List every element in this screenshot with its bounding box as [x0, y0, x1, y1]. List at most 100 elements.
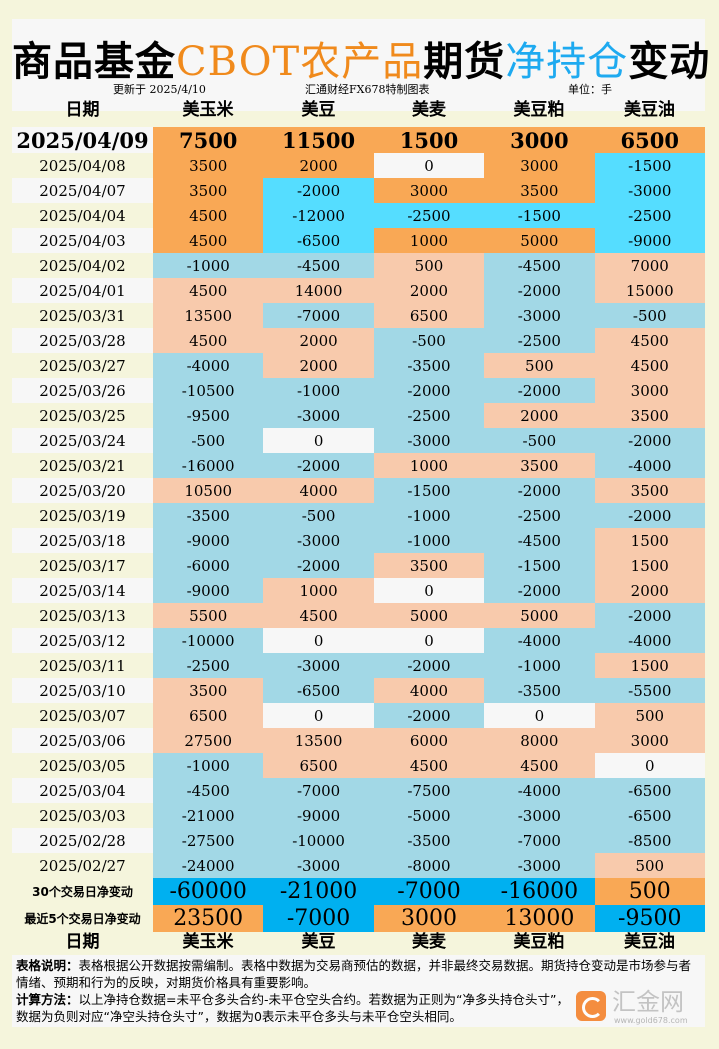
- title-part: 变动: [628, 38, 711, 85]
- date-cell: 2025/03/18: [12, 528, 153, 553]
- value-cell: -1500: [484, 553, 595, 578]
- header-commodity: 美豆: [301, 932, 336, 952]
- value-cell: -2000: [484, 278, 595, 303]
- table-row: 2025/03/03 -21000 -9000 -5000 -3000 -6500: [12, 803, 705, 828]
- value-cell: -8000: [373, 853, 485, 878]
- header-commodity: 美豆油: [624, 932, 675, 952]
- table-row: 2025/03/11 -2500 -3000 -2000 -1000 1500: [12, 653, 705, 678]
- value-cell: -2000: [373, 378, 485, 403]
- value-cell: -5500: [594, 678, 705, 703]
- value-cell: -2000: [484, 478, 595, 503]
- value-cell: -1000: [153, 753, 264, 778]
- value-cell: 4000: [373, 678, 485, 703]
- table-row: 2025/03/24 -500 0 -3000 -500 -2000: [12, 428, 705, 453]
- value-cell: 1000: [373, 453, 485, 478]
- value-cell: -7000: [484, 828, 595, 853]
- table-row: 2025/03/12 -10000 0 0 -4000 -4000: [12, 628, 705, 653]
- value-cell: -4500: [153, 778, 264, 803]
- table-row: 2025/03/27 -4000 2000 -3500 500 4500: [12, 353, 705, 378]
- value-cell: 7000: [594, 253, 705, 278]
- value-cell: -4000: [594, 628, 705, 653]
- value-cell: -1000: [373, 528, 485, 553]
- table-row: 2025/03/20 10500 4000 -1500 -2000 3500: [12, 478, 705, 503]
- table-row: 2025/03/13 5500 4500 5000 5000 -2000: [12, 603, 705, 628]
- value-cell: 3000: [594, 378, 705, 403]
- title-part: CBOT农产品: [176, 39, 424, 85]
- date-cell: 2025/03/21: [12, 453, 153, 478]
- date-cell: 2025/03/31: [12, 303, 153, 328]
- date-cell: 2025/03/20: [12, 478, 153, 503]
- date-cell: 2025/03/17: [12, 553, 153, 578]
- value-cell: -3000: [594, 178, 705, 203]
- desc-text: 表格根据公开数据按需编制。表格中数据为交易商预估的数据，并非最终交易数据。期货持…: [16, 958, 692, 990]
- date-cell: 2025/03/07: [12, 703, 153, 728]
- table-row: 2025/03/21 -16000 -2000 1000 3500 -4000: [12, 453, 705, 478]
- value-cell: 4500: [153, 278, 264, 303]
- date-cell: 2025/03/06: [12, 728, 153, 753]
- table-row: 2025/04/04 4500 -12000 -2500 -1500 -2500: [12, 203, 705, 228]
- value-cell: 23500: [153, 905, 264, 932]
- table-row: 2025/03/19 -3500 -500 -1000 -2500 -2000: [12, 503, 705, 528]
- value-cell: -4000: [484, 628, 595, 653]
- desc-label: 表格说明：: [16, 958, 79, 973]
- value-cell: 4500: [373, 753, 485, 778]
- value-cell: 4500: [153, 328, 264, 353]
- date-cell: 2025/03/10: [12, 678, 153, 703]
- value-cell: -7000: [263, 905, 374, 932]
- value-cell: -1000: [263, 378, 374, 403]
- value-cell: 27500: [153, 728, 264, 753]
- value-cell: 1500: [373, 127, 485, 153]
- value-cell: -1500: [373, 478, 485, 503]
- value-cell: -2500: [153, 653, 264, 678]
- table-row: 30个交易日净变动 -60000 -21000 -7000 -16000 500: [12, 878, 705, 905]
- value-cell: 0: [594, 753, 705, 778]
- date-cell: 2025/03/12: [12, 628, 153, 653]
- value-cell: -2500: [484, 503, 595, 528]
- value-cell: -1500: [484, 203, 595, 228]
- date-cell: 2025/03/28: [12, 328, 153, 353]
- value-cell: -3000: [484, 303, 595, 328]
- value-cell: 500: [373, 253, 485, 278]
- value-cell: -2000: [594, 428, 705, 453]
- header-commodity: 美豆粕: [513, 100, 565, 120]
- value-cell: -3500: [373, 353, 485, 378]
- date-cell: 2025/04/02: [12, 253, 153, 278]
- value-cell: 10500: [153, 478, 264, 503]
- value-cell: -9000: [153, 578, 264, 603]
- header-date: 日期: [65, 100, 100, 120]
- value-cell: -3000: [263, 653, 374, 678]
- calc-text: 以上净持仓数据=未平仓多头合约-未平仓空头合约。若数据为正则为“净多头持仓头寸”…: [16, 992, 569, 1024]
- date-cell: 2025/03/24: [12, 428, 153, 453]
- page-title: 商品基金CBOT农产品期货净持仓变动: [12, 29, 709, 87]
- value-cell: 1500: [594, 553, 705, 578]
- value-cell: -6500: [594, 803, 705, 828]
- value-cell: 3500: [153, 178, 264, 203]
- title-part: 商品基金: [12, 38, 176, 85]
- value-cell: 0: [263, 703, 374, 728]
- value-cell: -8500: [594, 828, 705, 853]
- value-cell: -7000: [263, 303, 374, 328]
- value-cell: 0: [263, 428, 374, 453]
- value-cell: 3000: [594, 728, 705, 753]
- value-cell: 2000: [263, 328, 374, 353]
- value-cell: 11500: [263, 127, 374, 153]
- header-commodity: 美豆油: [624, 100, 675, 120]
- value-cell: -7000: [373, 878, 485, 905]
- value-cell: 4500: [594, 353, 705, 378]
- table-row: 2025/04/08 3500 2000 0 3000 -1500: [12, 153, 705, 178]
- value-cell: -21000: [263, 878, 374, 905]
- calc-method: 汇金网 www.gold678.com 计算方法：以上净持仓数据=未平仓多头合约…: [16, 989, 701, 1025]
- table-row: 2025/03/05 -1000 6500 4500 4500 0: [12, 753, 705, 778]
- date-cell: 2025/03/26: [12, 378, 153, 403]
- date-cell: 最近5个交易日净变动: [12, 905, 153, 932]
- value-cell: 500: [594, 703, 705, 728]
- value-cell: -7000: [263, 778, 374, 803]
- value-cell: -2000: [484, 378, 595, 403]
- source-label: 汇通财经FX678特制图表: [305, 83, 430, 96]
- value-cell: -9500: [594, 905, 705, 932]
- value-cell: 500: [594, 853, 705, 878]
- value-cell: -4000: [153, 353, 264, 378]
- value-cell: 4500: [594, 328, 705, 353]
- date-cell: 2025/03/14: [12, 578, 153, 603]
- value-cell: 14000: [263, 278, 374, 303]
